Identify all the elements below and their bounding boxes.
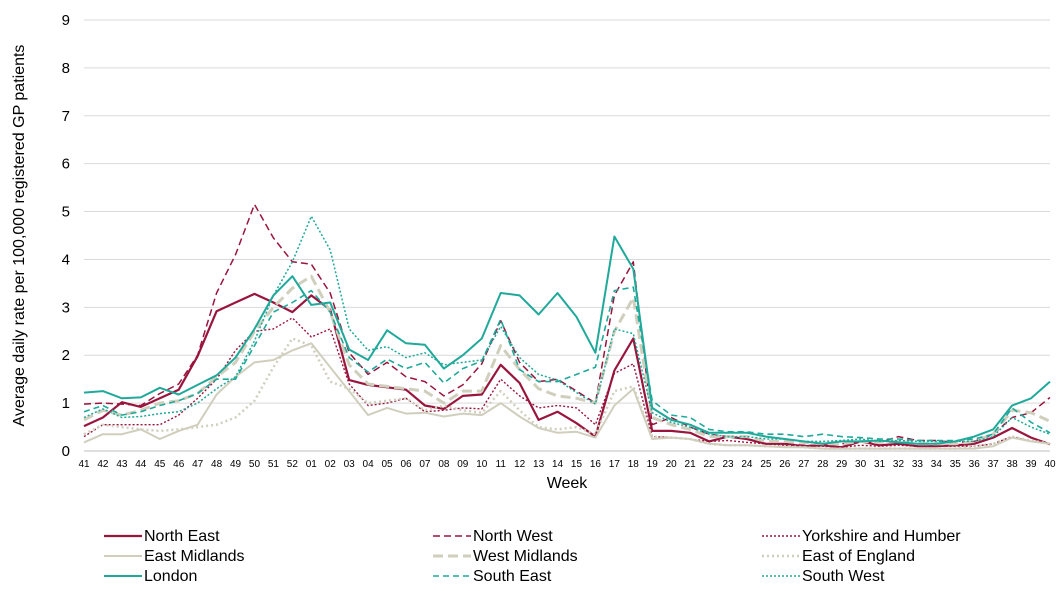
x-tick-label: 46 [173, 459, 185, 470]
x-tick-label: 50 [249, 459, 261, 470]
x-tick-label: 06 [400, 459, 412, 470]
legend-label: East of England [802, 548, 915, 565]
x-tick-label: 22 [703, 459, 715, 470]
x-tick-label: 36 [969, 459, 981, 470]
y-tick-label: 0 [62, 443, 70, 460]
series-line-south-east [83, 286, 1051, 442]
legend-item: South West [762, 568, 885, 585]
x-tick-label: 48 [211, 459, 223, 470]
x-tick-label: 19 [647, 459, 659, 470]
y-tick-label: 9 [62, 12, 70, 29]
x-tick-label: 47 [192, 459, 204, 470]
x-tick-label: 35 [950, 459, 962, 470]
x-tick-label: 43 [116, 459, 128, 470]
x-tick-label: 15 [571, 459, 583, 470]
x-tick-label: 26 [779, 459, 791, 470]
y-tick-label: 6 [62, 156, 70, 173]
x-tick-label: 12 [514, 459, 526, 470]
x-tick-label: 08 [438, 459, 450, 470]
x-axis-title: Week [547, 475, 589, 492]
x-tick-label: 28 [817, 459, 829, 470]
x-tick-label: 41 [78, 459, 90, 470]
x-tick-label: 49 [230, 459, 242, 470]
legend-label: South East [473, 568, 552, 585]
legend-item: North East [104, 528, 220, 545]
series-line-yorkshire-and-humber [83, 317, 1051, 448]
legend-label: North West [473, 528, 553, 545]
x-tick-label: 27 [798, 459, 810, 470]
x-tick-label: 51 [268, 459, 280, 470]
x-tick-label: 10 [476, 459, 488, 470]
legend-label: London [144, 568, 197, 585]
x-tick-label: 52 [287, 459, 299, 470]
x-tick-label: 03 [344, 459, 356, 470]
x-tick-label: 07 [419, 459, 431, 470]
legend-label: North East [144, 528, 220, 545]
legend-item: East of England [762, 548, 915, 565]
x-tick-label: 31 [874, 459, 886, 470]
x-tick-label: 04 [363, 459, 375, 470]
series-lines [83, 203, 1051, 450]
y-axis-ticks: 0 1 2 3 4 5 6 7 8 9 [62, 12, 70, 460]
x-tick-label: 33 [912, 459, 924, 470]
x-tick-label: 14 [552, 459, 564, 470]
legend-item: West Midlands [433, 548, 578, 565]
y-tick-label: 5 [62, 204, 70, 221]
x-tick-label: 18 [628, 459, 640, 470]
y-tick-label: 1 [62, 395, 70, 412]
x-tick-label: 30 [855, 459, 867, 470]
legend-item: East Midlands [104, 548, 245, 565]
legend-label: Yorkshire and Humber [802, 528, 961, 545]
x-tick-label: 11 [496, 459, 507, 470]
legend-item: North West [433, 528, 553, 545]
series-line-south-west [83, 215, 1051, 443]
x-tick-label: 20 [666, 459, 678, 470]
legend-item: Yorkshire and Humber [762, 528, 961, 545]
x-tick-label: 37 [988, 459, 1000, 470]
y-tick-label: 3 [62, 299, 70, 316]
y-tick-label: 4 [62, 251, 70, 268]
y-tick-label: 2 [62, 347, 70, 364]
x-axis-ticks: 41 42 43 44 45 46 47 48 49 50 51 52 01 02 03 04 05 06 07 08… [78, 459, 1056, 470]
legend-label: South West [802, 568, 885, 585]
series-line-north-west [83, 203, 1051, 447]
legend-item: London [104, 568, 197, 585]
x-tick-label: 09 [457, 459, 469, 470]
x-tick-label: 34 [931, 459, 943, 470]
legend-label: West Midlands [473, 548, 578, 565]
y-tick-label: 8 [62, 60, 70, 77]
x-tick-label: 23 [722, 459, 734, 470]
x-tick-label: 39 [1025, 459, 1037, 470]
x-tick-label: 16 [590, 459, 602, 470]
x-tick-label: 21 [685, 459, 697, 470]
x-tick-label: 05 [381, 459, 393, 470]
x-tick-label: 32 [893, 459, 905, 470]
legend-label: East Midlands [144, 548, 245, 565]
y-axis-title: Average daily rate per 100,000 registere… [11, 45, 28, 427]
x-tick-label: 45 [154, 459, 166, 470]
x-tick-label: 01 [306, 459, 318, 470]
series-line-east-midlands [83, 342, 1051, 450]
x-tick-label: 40 [1044, 459, 1056, 470]
series-line-london [83, 235, 1051, 445]
x-tick-label: 38 [1007, 459, 1019, 470]
x-tick-label: 17 [609, 459, 621, 470]
legend: North East North West Yorkshire and Humber… [104, 528, 961, 585]
y-tick-label: 7 [62, 108, 70, 125]
x-tick-label: 44 [135, 459, 147, 470]
x-tick-label: 02 [325, 459, 337, 470]
x-tick-label: 42 [97, 459, 109, 470]
x-tick-label: 13 [533, 459, 545, 470]
gridlines [84, 19, 1050, 404]
x-tick-label: 29 [836, 459, 848, 470]
x-tick-label: 24 [741, 459, 753, 470]
x-tick-label: 25 [760, 459, 772, 470]
series-line-north-east [83, 292, 1051, 449]
legend-item: South East [433, 568, 552, 585]
